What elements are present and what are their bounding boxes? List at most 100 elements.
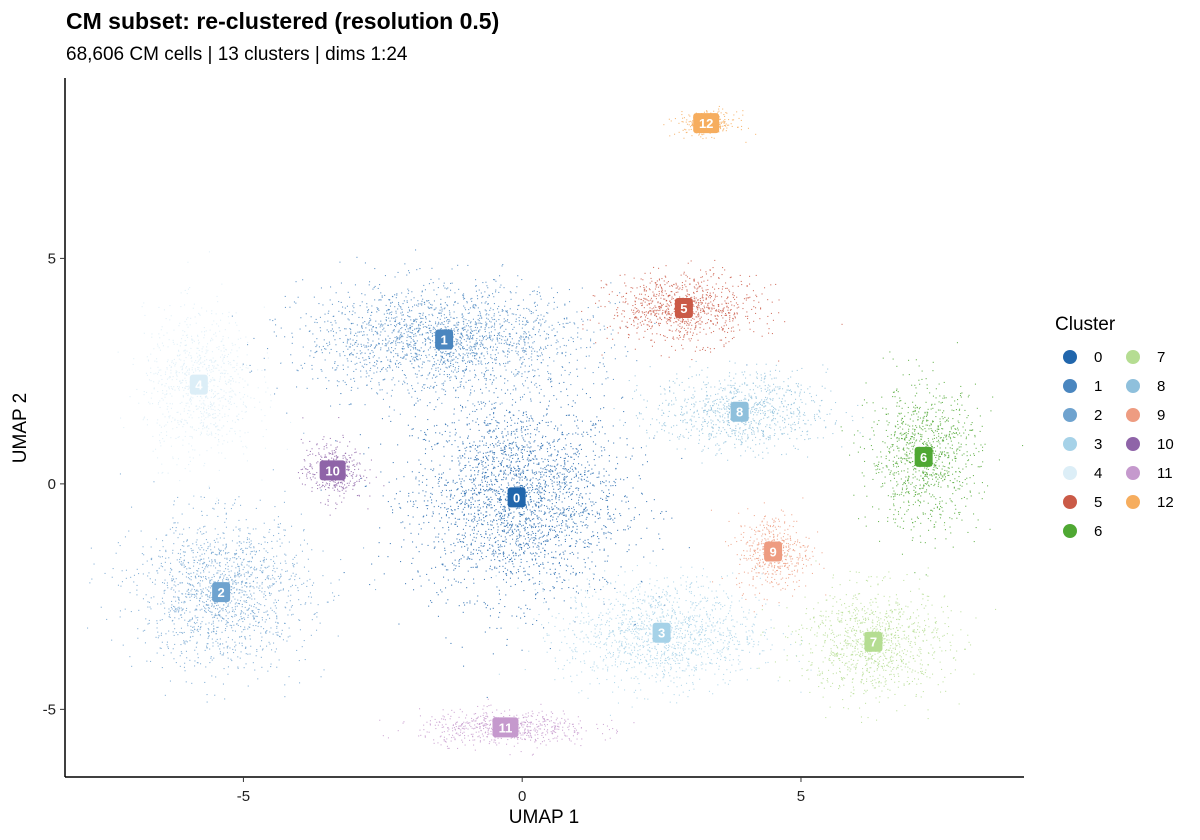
cell-point-cluster-0 — [498, 593, 500, 595]
cell-point-cluster-0 — [519, 461, 521, 463]
cell-point-cluster-0 — [615, 508, 617, 510]
cell-point-cluster-0 — [501, 461, 503, 463]
cell-point-cluster-1 — [498, 291, 500, 293]
cell-point-cluster-0 — [531, 518, 533, 520]
cell-point-cluster-0 — [471, 519, 473, 521]
cell-point-cluster-0 — [515, 453, 517, 455]
cell-point-cluster-0 — [511, 404, 513, 406]
cell-point-cluster-2 — [199, 585, 201, 587]
cell-point-cluster-0 — [581, 464, 583, 466]
cell-point-cluster-0 — [571, 493, 573, 495]
cell-point-cluster-2 — [225, 610, 227, 612]
cell-point-cluster-0 — [500, 464, 502, 466]
cell-point-cluster-1 — [470, 331, 472, 333]
cell-point-cluster-1 — [360, 353, 362, 355]
cell-point-cluster-0 — [517, 436, 519, 438]
cell-point-cluster-0 — [526, 420, 528, 422]
cell-point-cluster-2 — [218, 553, 220, 555]
cell-point-cluster-1 — [422, 351, 424, 353]
cell-point-cluster-1 — [490, 339, 492, 341]
cell-point-cluster-0 — [547, 507, 549, 509]
cell-point-cluster-0 — [603, 475, 605, 477]
cell-point-cluster-2 — [215, 676, 217, 678]
cell-point-cluster-0 — [576, 451, 578, 453]
cell-point-cluster-1 — [463, 293, 465, 295]
cell-point-cluster-0 — [603, 407, 605, 409]
cell-point-cluster-0 — [521, 485, 523, 487]
cell-point-cluster-1 — [604, 328, 606, 330]
cell-point-cluster-0 — [547, 485, 549, 487]
cell-point-cluster-1 — [524, 365, 526, 367]
cell-point-cluster-0 — [466, 417, 468, 419]
cell-point-cluster-0 — [498, 512, 500, 514]
cell-point-cluster-0 — [567, 558, 569, 560]
cell-point-cluster-0 — [531, 537, 533, 539]
cell-point-cluster-0 — [640, 447, 642, 449]
cell-point-cluster-1 — [557, 341, 559, 343]
cell-point-cluster-0 — [586, 546, 588, 548]
cell-point-cluster-0 — [490, 504, 492, 506]
cell-point-cluster-0 — [514, 433, 516, 435]
cell-point-cluster-1 — [442, 384, 444, 386]
cell-point-cluster-0 — [505, 581, 507, 583]
cell-point-cluster-0 — [521, 435, 523, 437]
cell-point-cluster-0 — [549, 648, 551, 650]
cell-point-cluster-1 — [575, 348, 577, 350]
cell-point-cluster-1 — [328, 341, 330, 343]
cell-point-cluster-0 — [529, 450, 531, 452]
cell-point-cluster-1 — [469, 307, 471, 309]
cell-point-cluster-1 — [433, 309, 435, 311]
cell-point-cluster-1 — [413, 340, 415, 342]
cell-point-cluster-0 — [424, 431, 426, 433]
cell-point-cluster-1 — [435, 323, 437, 325]
cell-point-cluster-0 — [558, 540, 560, 542]
cell-point-cluster-1 — [534, 334, 536, 336]
cell-point-cluster-1 — [342, 380, 344, 382]
cell-point-cluster-0 — [597, 518, 599, 520]
cell-point-cluster-0 — [513, 484, 515, 486]
cell-point-cluster-1 — [457, 324, 459, 326]
cell-point-cluster-1 — [524, 371, 526, 373]
cell-point-cluster-1 — [497, 352, 499, 354]
cell-point-cluster-1 — [561, 366, 563, 368]
cell-point-cluster-0 — [612, 494, 614, 496]
cell-point-cluster-1 — [540, 298, 542, 300]
cell-point-cluster-1 — [495, 402, 497, 404]
cell-point-cluster-0 — [509, 558, 511, 560]
cell-point-cluster-1 — [391, 317, 393, 319]
cell-point-cluster-1 — [344, 355, 346, 357]
cell-point-cluster-2 — [179, 558, 181, 560]
cell-point-cluster-0 — [604, 433, 606, 435]
cell-point-cluster-2 — [174, 608, 176, 610]
cell-point-cluster-1 — [459, 355, 461, 357]
cell-point-cluster-0 — [456, 502, 458, 504]
cell-point-cluster-0 — [470, 551, 472, 553]
cell-point-cluster-2 — [128, 530, 130, 532]
cell-point-cluster-1 — [284, 295, 286, 297]
cell-point-cluster-1 — [439, 328, 441, 330]
cell-point-cluster-1 — [428, 336, 430, 338]
cell-point-cluster-1 — [412, 306, 414, 308]
cell-point-cluster-0 — [541, 524, 543, 526]
cell-point-cluster-0 — [568, 488, 570, 490]
cell-point-cluster-0 — [492, 653, 494, 655]
cell-point-cluster-1 — [355, 368, 357, 370]
cell-point-cluster-0 — [549, 568, 551, 570]
cell-point-cluster-1 — [443, 285, 445, 287]
cell-point-cluster-0 — [595, 423, 597, 425]
cell-point-cluster-0 — [521, 547, 523, 549]
cell-point-cluster-1 — [406, 300, 408, 302]
cell-point-cluster-0 — [516, 535, 518, 537]
cell-point-cluster-1 — [518, 304, 520, 306]
cell-point-cluster-0 — [509, 456, 511, 458]
cell-point-cluster-1 — [355, 342, 357, 344]
cell-point-cluster-0 — [520, 484, 522, 486]
cell-point-cluster-1 — [439, 312, 441, 314]
cell-point-cluster-0 — [532, 369, 534, 371]
cell-point-cluster-0 — [508, 412, 510, 414]
cell-point-cluster-0 — [441, 503, 443, 505]
cell-point-cluster-1 — [454, 375, 456, 377]
cell-point-cluster-0 — [464, 604, 466, 606]
cell-point-cluster-0 — [571, 478, 573, 480]
cell-point-cluster-1 — [531, 346, 533, 348]
